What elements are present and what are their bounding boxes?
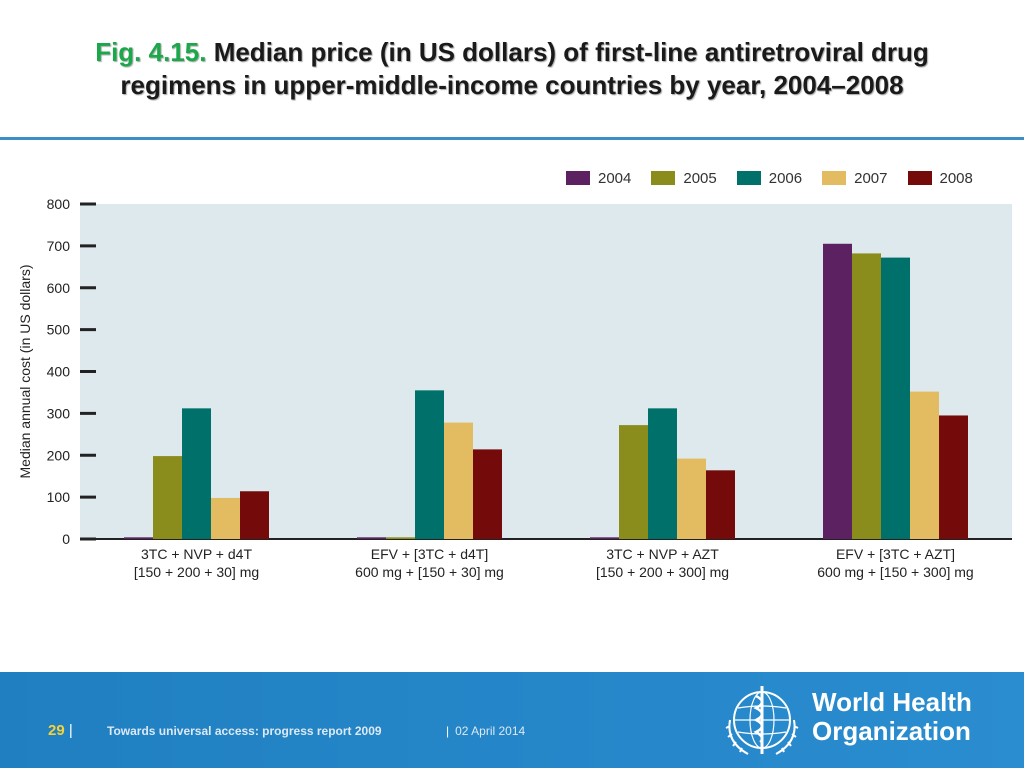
bar-2008-4 xyxy=(939,415,968,539)
bar-2005-4 xyxy=(852,253,881,539)
footer-separator: | xyxy=(68,722,73,739)
bar-2006-3 xyxy=(648,408,677,539)
bar-2007-1 xyxy=(211,497,240,539)
footer-date: 02 April 2014 xyxy=(455,724,526,738)
bar-2005-3 xyxy=(619,425,648,539)
x-category-label: [150 + 200 + 30] mg xyxy=(134,564,259,580)
legend-item-2006: 2006 xyxy=(736,169,803,187)
legend-label: 2007 xyxy=(854,169,888,187)
figure-number: Fig. 4.15. xyxy=(95,37,207,67)
legend-label: 2004 xyxy=(598,169,632,187)
bar-2004-1 xyxy=(124,537,153,539)
y-tick-label: 200 xyxy=(47,447,71,463)
bar-2004-3 xyxy=(590,537,619,539)
title-divider xyxy=(0,137,1024,140)
footer-separator: | xyxy=(446,724,450,738)
y-tick-label: 600 xyxy=(47,280,71,296)
y-tick-label: 500 xyxy=(47,322,71,338)
x-category-label: 3TC + NVP + AZT xyxy=(606,546,719,562)
x-category-label: 3TC + NVP + d4T xyxy=(141,546,252,562)
footer-date-block: | 02 April 2014 xyxy=(446,724,525,738)
legend-swatch xyxy=(566,171,590,185)
bar-2004-4 xyxy=(823,243,852,539)
y-tick-label: 0 xyxy=(62,531,70,547)
y-tick-label: 800 xyxy=(47,196,71,212)
who-wordmark-line1: World Health xyxy=(812,687,972,717)
figure-caption: Median price (in US dollars) of first-li… xyxy=(120,37,929,100)
x-category-label: 600 mg + [150 + 30] mg xyxy=(355,564,504,580)
legend-item-2004: 2004 xyxy=(566,170,631,187)
slide-title: Fig. 4.15. Median price (in US dollars) … xyxy=(40,36,984,102)
page-number: 29 xyxy=(48,722,65,739)
legend-label: 2008 xyxy=(939,169,973,187)
y-tick-label: 300 xyxy=(47,405,71,421)
legend-item-2008: 2008 xyxy=(907,169,973,187)
x-category-label: 600 mg + [150 + 300] mg xyxy=(817,564,973,580)
page-number-block: 29 | xyxy=(48,722,73,739)
y-axis-title: Median annual cost (in US dollars) xyxy=(17,265,33,479)
bar-chart: 0 100 200 300 400 500 600 700 800 Median annual c… xyxy=(17,196,1012,580)
legend-item-2005: 2005 xyxy=(651,169,717,187)
bar-2006-4 xyxy=(881,257,910,539)
bar-2004-2 xyxy=(357,537,386,539)
y-tick-label: 700 xyxy=(47,238,71,254)
bar-2007-2 xyxy=(444,422,473,539)
legend-swatch xyxy=(651,171,676,185)
legend-item-2007: 2007 xyxy=(822,169,888,187)
who-wordmark-line2: Organization xyxy=(812,716,971,746)
legend-swatch xyxy=(822,171,847,185)
y-tick-label: 400 xyxy=(47,364,71,380)
y-tick-label: 100 xyxy=(47,489,71,505)
x-category-label: [150 + 200 + 300] mg xyxy=(596,564,729,580)
bar-2006-1 xyxy=(182,408,211,539)
legend-label: 2005 xyxy=(683,169,717,187)
bar-2007-4 xyxy=(910,391,939,539)
bar-2005-1 xyxy=(153,456,182,539)
who-wordmark: World Health Organization xyxy=(812,688,972,746)
bar-2008-2 xyxy=(473,449,502,539)
bar-2008-3 xyxy=(706,470,735,539)
legend-swatch xyxy=(907,171,932,185)
legend-swatch xyxy=(736,171,761,185)
bar-2006-2 xyxy=(415,390,444,539)
chart-legend: 2004 2005 2006 2007 2008 xyxy=(566,168,973,188)
x-category-label: EFV + [3TC + AZT] xyxy=(836,546,955,562)
bar-2005-2 xyxy=(386,537,415,539)
report-title: Towards universal access: progress repor… xyxy=(107,724,382,738)
who-logo-icon xyxy=(725,686,799,755)
legend-label: 2006 xyxy=(768,169,803,187)
bar-2007-3 xyxy=(677,458,706,539)
bar-2008-1 xyxy=(240,491,269,539)
footer-bar: 29 | Towards universal access: progress … xyxy=(0,672,1024,768)
x-category-label: EFV + [3TC + d4T] xyxy=(371,546,489,562)
